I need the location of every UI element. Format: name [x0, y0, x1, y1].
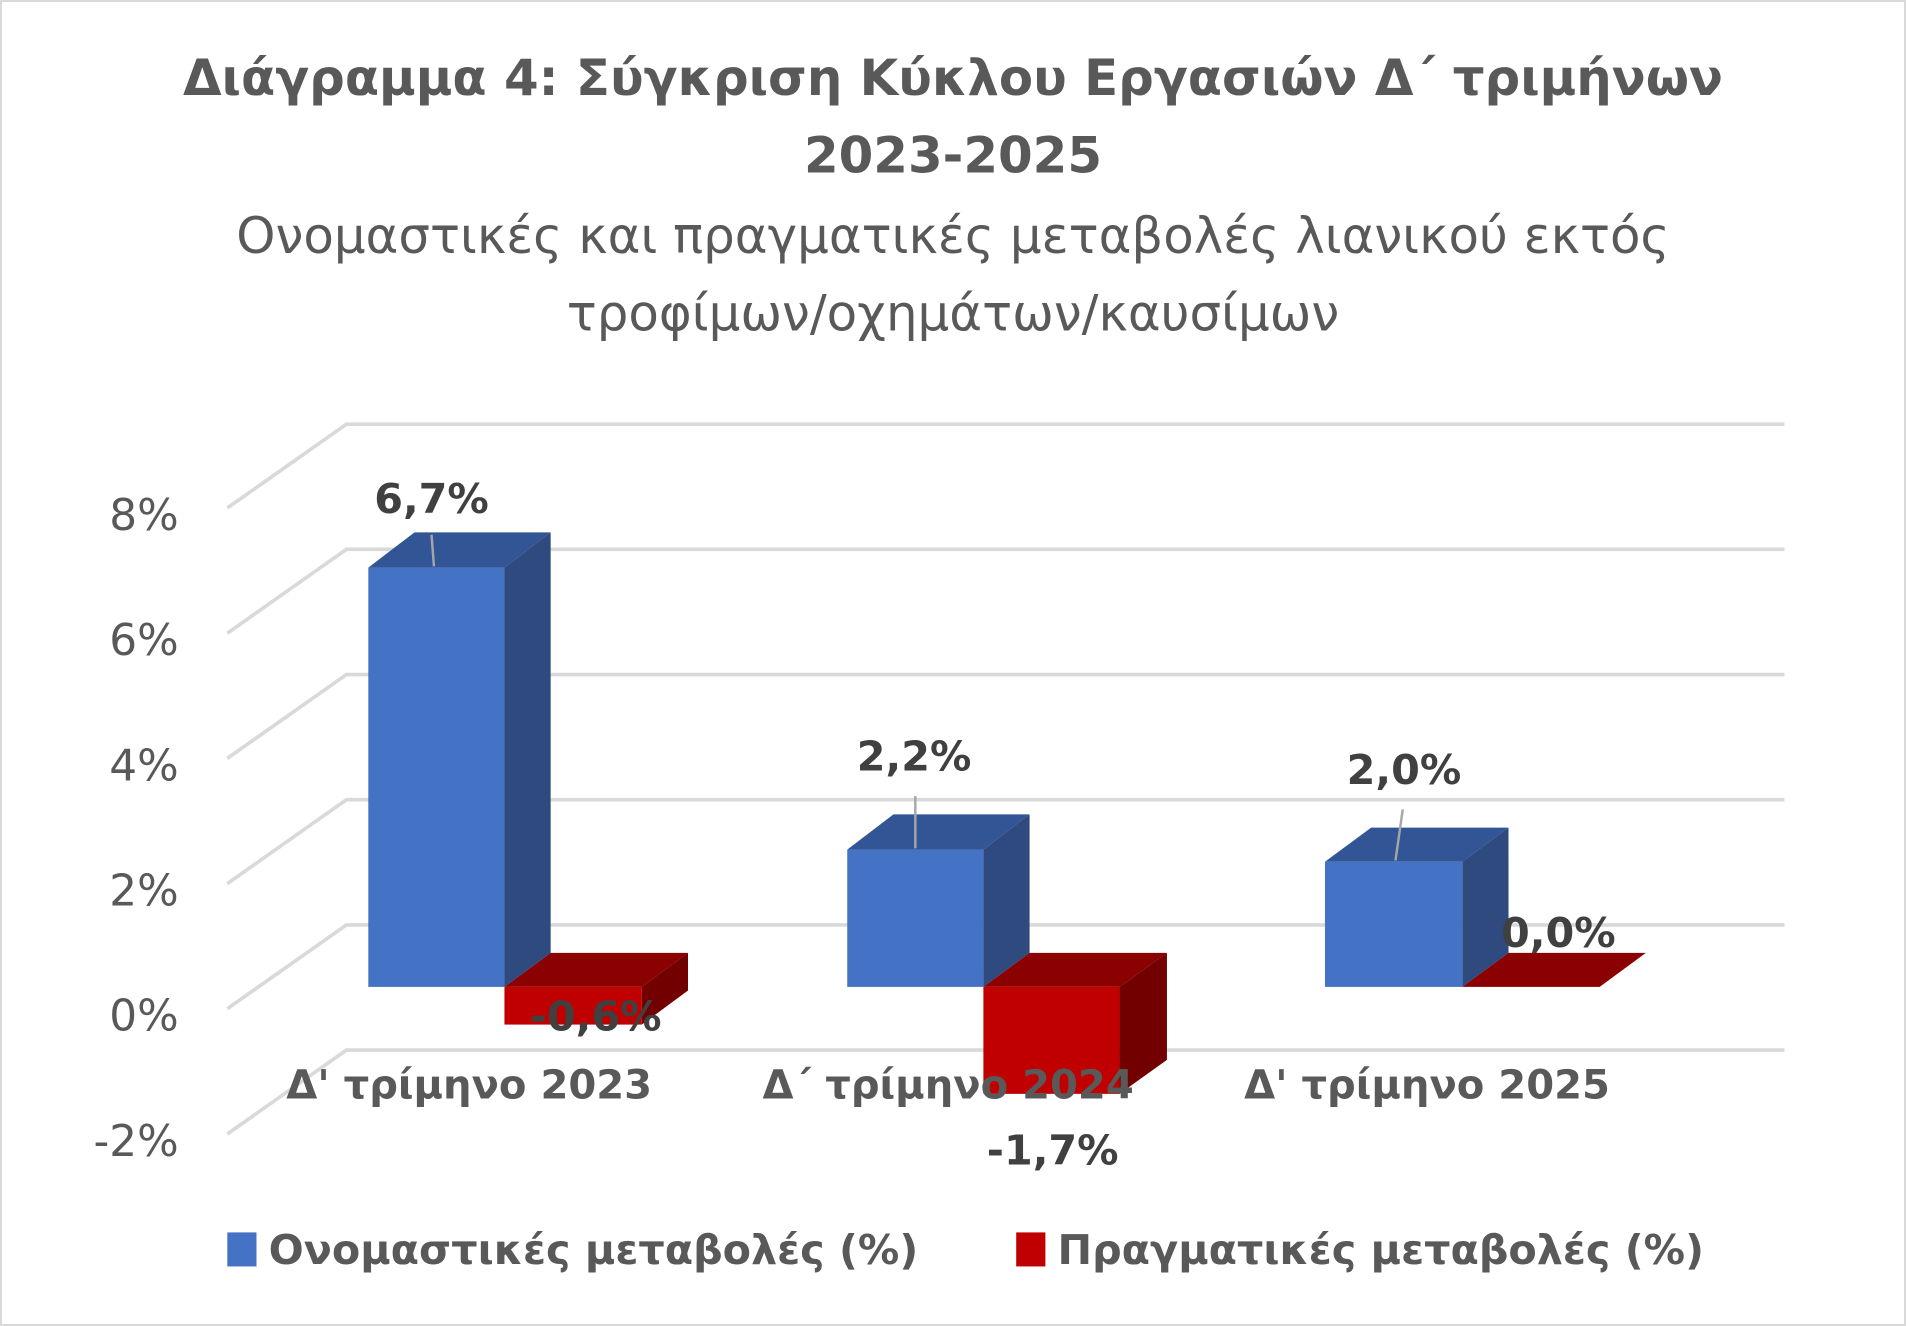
gridlines: [226, 422, 1785, 1136]
y-axis: 8% 6% 4% 2% 0% -2%: [93, 490, 178, 1167]
category-label-2024: Δ΄ τρίμηνο 2024: [763, 1063, 1134, 1109]
data-label-leader: [430, 534, 436, 567]
legend-swatch-real: [1016, 1232, 1046, 1267]
chart-title-line1: Διάγραμμα 4: Σύγκριση Κύκλου Εργασιών Δ΄…: [183, 49, 1723, 107]
y-tick-label: -2%: [93, 1116, 178, 1167]
bar-group-2023: 6,7% -0,6%: [368, 475, 689, 1041]
bar-group-2025: 2,0% 0,0%: [1324, 746, 1646, 987]
y-tick-label: 4%: [109, 740, 178, 791]
bar-nominal-2024[interactable]: [847, 814, 1030, 987]
category-label-2025: Δ' τρίμηνο 2025: [1244, 1063, 1610, 1109]
bar-group-2024: 2,2% -1,7%: [847, 733, 1167, 1174]
bar-nominal-2023[interactable]: [368, 532, 551, 987]
data-label-real-2024: -1,7%: [987, 1126, 1119, 1174]
bar-real-2023[interactable]: [504, 952, 689, 1025]
bar-nominal-2025[interactable]: [1324, 827, 1509, 987]
data-label-real-2023: -0,6%: [530, 993, 662, 1041]
data-label-leader: [1394, 809, 1404, 861]
category-label-2023: Δ' τρίμηνο 2023: [286, 1063, 652, 1109]
bar-real-2025[interactable]: [1462, 952, 1646, 987]
legend: Ονομαστικές μεταβολές (%) Πραγματικές με…: [227, 1226, 1704, 1274]
legend-item-real[interactable]: Πραγματικές μεταβολές (%): [1016, 1226, 1704, 1274]
chart-subtitle-line1: Ονομαστικές και πραγματικές μεταβολές λι…: [236, 207, 1669, 265]
chart-subtitle-line2: τροφίμων/οχημάτων/καυσίμων: [567, 285, 1339, 343]
data-label-nominal-2025: 2,0%: [1347, 746, 1462, 794]
data-label-real-2025: 0,0%: [1501, 909, 1616, 957]
y-tick-label: 6%: [109, 615, 178, 666]
legend-item-nominal[interactable]: Ονομαστικές μεταβολές (%): [227, 1226, 918, 1274]
data-label-nominal-2023: 6,7%: [374, 475, 489, 523]
chart-title-line2: 2023-2025: [804, 127, 1102, 185]
legend-label-real: Πραγματικές μεταβολές (%): [1058, 1226, 1704, 1274]
x-axis: Δ' τρίμηνο 2023 Δ΄ τρίμηνο 2024 Δ' τρίμη…: [286, 1063, 1610, 1109]
y-tick-label: 8%: [109, 490, 178, 541]
bar-real-2024[interactable]: [983, 952, 1167, 1094]
legend-swatch-nominal: [227, 1232, 257, 1267]
y-tick-label: 0%: [109, 991, 178, 1042]
y-tick-label: 2%: [109, 865, 178, 916]
data-label-nominal-2024: 2,2%: [857, 733, 972, 781]
legend-label-nominal: Ονομαστικές μεταβολές (%): [269, 1226, 919, 1274]
